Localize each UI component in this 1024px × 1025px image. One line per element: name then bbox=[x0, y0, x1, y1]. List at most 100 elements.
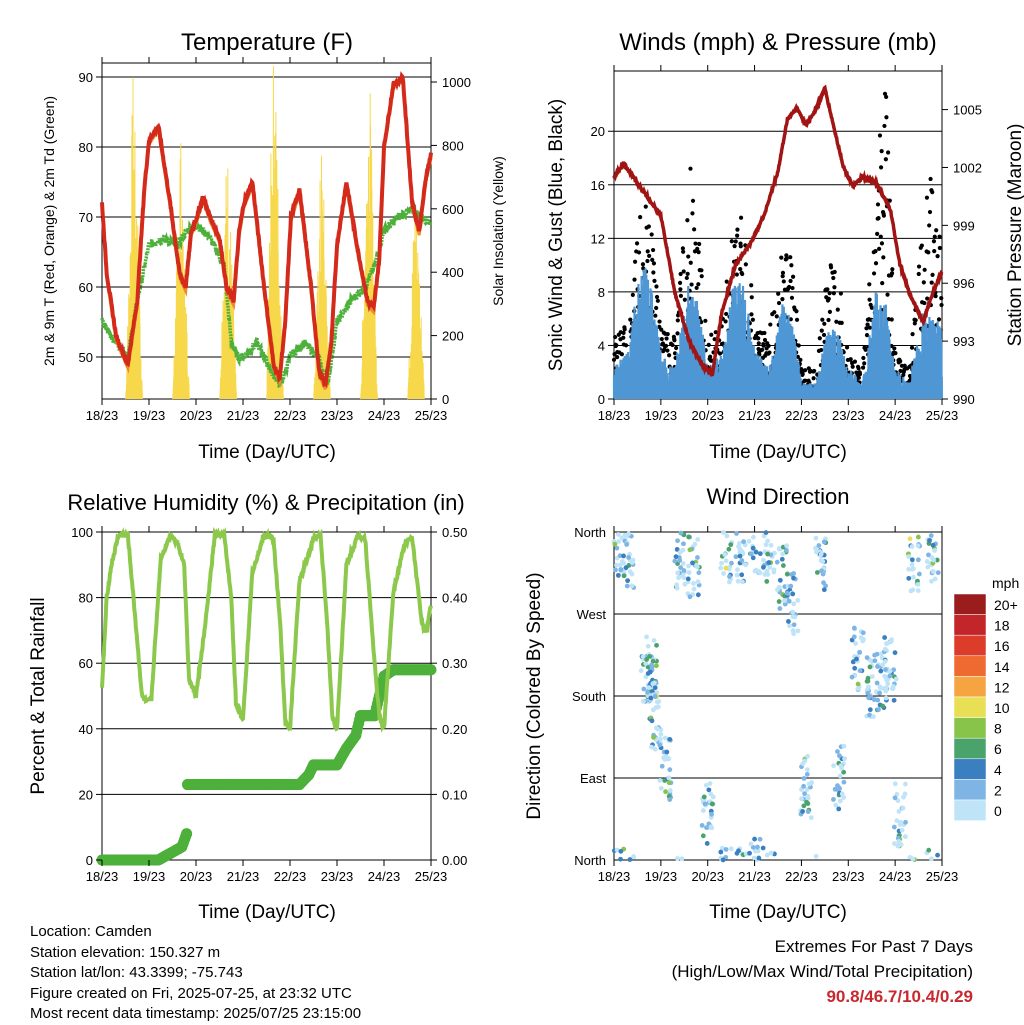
direction-point bbox=[624, 583, 630, 589]
direction-point bbox=[883, 667, 888, 672]
gust-point bbox=[922, 267, 927, 272]
gust-point bbox=[788, 255, 793, 260]
gust-point bbox=[677, 280, 683, 285]
direction-point bbox=[627, 857, 633, 862]
gust-point bbox=[939, 302, 944, 308]
direction-point bbox=[784, 571, 790, 577]
direction-xtick-label: 18/23 bbox=[598, 869, 631, 884]
direction-point bbox=[891, 697, 897, 703]
gust-point bbox=[932, 249, 937, 254]
direction-point bbox=[631, 854, 636, 859]
gust-point bbox=[876, 216, 881, 221]
humidity-xtick-label: 21/23 bbox=[227, 869, 260, 884]
gust-point bbox=[873, 249, 878, 254]
direction-point bbox=[653, 725, 659, 731]
direction-point bbox=[737, 553, 743, 559]
direction-point bbox=[615, 572, 621, 578]
gust-point bbox=[685, 271, 690, 276]
direction-ytick-label: East bbox=[580, 771, 606, 786]
pressure-line bbox=[612, 84, 944, 378]
direction-point bbox=[892, 841, 897, 846]
precip-ytick-label: 0.00 bbox=[442, 853, 467, 868]
direction-point bbox=[734, 572, 740, 578]
direction-point bbox=[915, 582, 921, 587]
direction-xlabel: Time (Day/UTC) bbox=[709, 902, 847, 923]
gust-point bbox=[886, 150, 891, 155]
direction-point bbox=[735, 578, 741, 584]
gust-point bbox=[860, 365, 866, 370]
direction-point bbox=[875, 664, 880, 669]
direction-point bbox=[801, 783, 807, 789]
gust-point bbox=[889, 317, 894, 322]
direction-point bbox=[915, 534, 921, 540]
direction-point bbox=[801, 803, 807, 809]
direction-point bbox=[667, 767, 673, 773]
gust-point bbox=[811, 376, 816, 381]
winds-xtick-label: 19/23 bbox=[645, 408, 678, 423]
direction-point bbox=[867, 707, 873, 713]
direction-point bbox=[674, 547, 680, 552]
direction-point bbox=[620, 559, 625, 564]
direction-point bbox=[692, 541, 698, 547]
direction-point bbox=[816, 543, 822, 548]
direction-point bbox=[855, 686, 861, 692]
gust-point bbox=[766, 343, 771, 348]
gust-point bbox=[803, 378, 808, 383]
direction-point bbox=[910, 566, 916, 572]
gust-point bbox=[882, 123, 887, 129]
humidity-xtick-label: 24/23 bbox=[368, 869, 401, 884]
direction-point bbox=[877, 690, 883, 696]
gust-point bbox=[780, 270, 786, 275]
pressure-series bbox=[612, 84, 944, 378]
gust-point bbox=[819, 328, 824, 333]
gust-point bbox=[630, 292, 635, 297]
direction-point bbox=[804, 771, 810, 777]
gust-point bbox=[654, 284, 659, 289]
humidity-ylabel-left: Percent & Total Rainfall bbox=[28, 597, 49, 794]
solar-ytick-label: 800 bbox=[442, 138, 464, 153]
gust-point bbox=[709, 332, 714, 337]
solar-ytick-label: 0 bbox=[442, 392, 449, 407]
direction-point bbox=[650, 707, 656, 713]
direction-point bbox=[625, 578, 631, 584]
gust-point bbox=[877, 246, 882, 251]
humidity-ytick-label: 40 bbox=[79, 722, 93, 737]
direction-point bbox=[718, 565, 724, 571]
humidity-xlabel: Time (Day/UTC) bbox=[198, 902, 336, 923]
direction-point bbox=[723, 558, 729, 564]
direction-point bbox=[709, 811, 714, 817]
gust-point bbox=[916, 264, 922, 269]
gust-point bbox=[779, 255, 784, 260]
gust-point bbox=[734, 272, 739, 277]
direction-point bbox=[681, 541, 686, 547]
direction-point bbox=[831, 763, 837, 769]
direction-point bbox=[765, 538, 771, 544]
direction-point bbox=[837, 773, 843, 779]
direction-point bbox=[927, 538, 932, 543]
gust-point bbox=[873, 261, 879, 266]
gust-point bbox=[835, 307, 840, 312]
direction-point bbox=[643, 661, 649, 666]
temp-2m-line bbox=[100, 71, 433, 389]
gust-point bbox=[724, 279, 729, 284]
direction-point bbox=[882, 635, 888, 640]
direction-point bbox=[677, 557, 683, 563]
gust-point bbox=[724, 311, 729, 317]
direction-point bbox=[768, 542, 774, 548]
gust-point bbox=[890, 267, 895, 272]
direction-point bbox=[935, 570, 941, 576]
gust-point bbox=[738, 244, 743, 249]
gust-point bbox=[732, 244, 737, 249]
direction-point bbox=[700, 833, 706, 839]
direction-point bbox=[704, 825, 709, 831]
gust-point bbox=[614, 355, 620, 360]
direction-point bbox=[813, 535, 819, 541]
speed-legend-title: mph bbox=[992, 575, 1019, 591]
legend-swatch bbox=[953, 737, 987, 760]
direction-point bbox=[857, 650, 863, 655]
direction-point bbox=[779, 556, 785, 562]
direction-point bbox=[624, 542, 630, 547]
gust-point bbox=[937, 245, 942, 251]
direction-point bbox=[644, 657, 650, 662]
gust-point bbox=[885, 292, 890, 297]
